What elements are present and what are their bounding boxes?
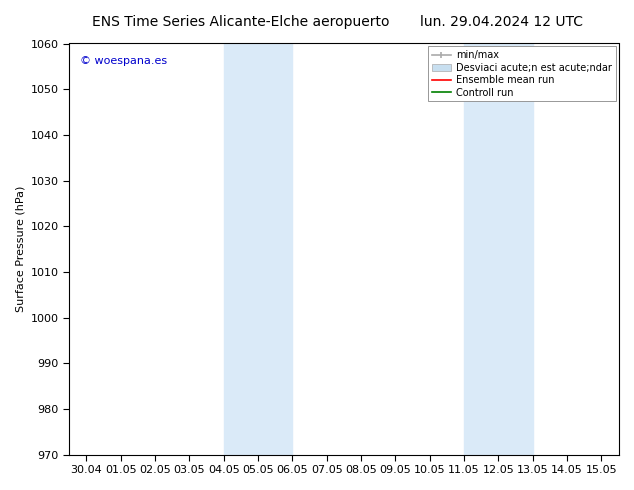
Legend: min/max, Desviaci acute;n est acute;ndar, Ensemble mean run, Controll run: min/max, Desviaci acute;n est acute;ndar…	[428, 47, 616, 101]
Text: lun. 29.04.2024 12 UTC: lun. 29.04.2024 12 UTC	[420, 15, 583, 29]
Y-axis label: Surface Pressure (hPa): Surface Pressure (hPa)	[15, 186, 25, 312]
Bar	[464, 44, 533, 455]
Text: ENS Time Series Alicante-Elche aeropuerto: ENS Time Series Alicante-Elche aeropuert…	[92, 15, 390, 29]
Text: © woespana.es: © woespana.es	[80, 56, 167, 66]
Bar	[224, 44, 292, 455]
